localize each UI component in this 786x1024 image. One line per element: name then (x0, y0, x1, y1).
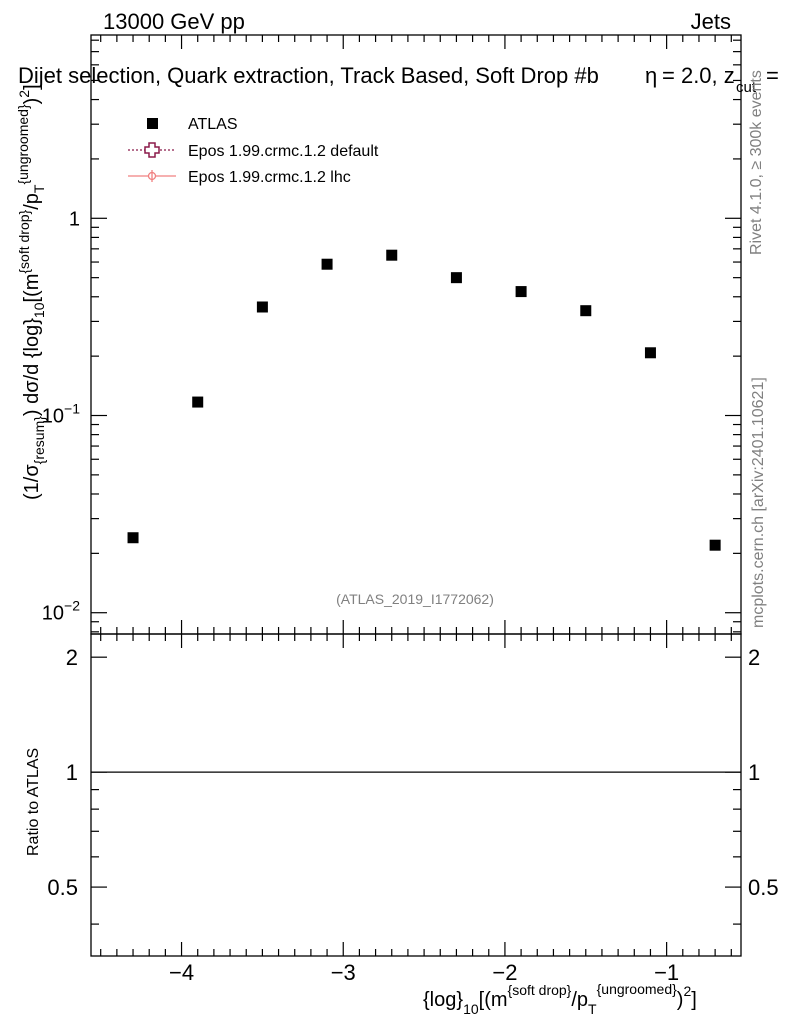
y-axis-label-main: (1/σ{resum}) dσ/d {log}10[(m{soft drop}/… (15, 84, 47, 500)
ratio-plot-frame (90, 633, 742, 957)
x-tick-labels: −4 −3 −2 −1 (169, 960, 679, 985)
y-tick-label-main: 1 (69, 208, 80, 230)
y-tick-label-main: 10−1 (42, 401, 80, 428)
data-point-atlas (386, 249, 398, 261)
plot-title-right: = 2.0, z (662, 63, 735, 88)
legend: ATLAS Epos 1.99.crmc.1.2 default Epos 1.… (128, 116, 379, 186)
plot-title-end: = (766, 63, 779, 88)
data-point-atlas (256, 301, 268, 313)
data-point-atlas (580, 305, 592, 317)
data-point-atlas (450, 272, 462, 284)
svg-text:{log}10[(m{soft drop}/pT{ungro: {log}10[(m{soft drop}/pT{ungroomed})2] (423, 981, 697, 1017)
y-tick-label-ratio-left: 1 (66, 760, 78, 785)
legend-label-atlas: ATLAS (188, 116, 238, 133)
data-point-atlas (515, 286, 527, 298)
data-point-atlas (127, 532, 139, 544)
plot-title-eta: η (645, 63, 657, 88)
x-tick-label: −1 (654, 960, 679, 985)
y-tick-label-ratio-right: 0.5 (748, 875, 779, 900)
beam-label: 13000 GeV pp (103, 9, 245, 34)
data-point-atlas (192, 396, 204, 408)
axis-ticks (91, 35, 741, 956)
analysis-watermark: (ATLAS_2019_I1772062) (336, 591, 494, 607)
y-tick-label-main: 10−2 (42, 598, 80, 625)
x-tick-label: −2 (492, 960, 517, 985)
legend-marker-epos-default (144, 142, 160, 158)
y-tick-label-ratio-left: 2 (66, 645, 78, 670)
data-point-atlas (644, 347, 656, 359)
x-axis-label: {log}10[(m{soft drop}/pT{ungroomed})2] (423, 981, 697, 1017)
legend-label-epos-default: Epos 1.99.crmc.1.2 default (188, 143, 379, 160)
data-point-atlas (709, 539, 721, 551)
y-tick-label-ratio-right: 2 (748, 645, 760, 670)
y-axis-label-ratio: Ratio to ATLAS (25, 748, 42, 856)
svg-text:(1/σ{resum}) dσ/d {log}10[(m{s: (1/σ{resum}) dσ/d {log}10[(m{soft drop}/… (15, 84, 47, 500)
legend-label-epos-lhc: Epos 1.99.crmc.1.2 lhc (188, 169, 351, 186)
y-tick-label-ratio-right: 1 (748, 760, 760, 785)
x-tick-label: −4 (169, 960, 194, 985)
y-tick-label-ratio-left: 0.5 (47, 875, 78, 900)
mcplots-label: mcplots.cern.ch [arXiv:2401.10621] (750, 377, 767, 628)
atlas-data-points (127, 249, 721, 551)
data-point-atlas (321, 258, 333, 270)
rivet-label: Rivet 4.1.0, ≥ 300k events (748, 70, 765, 255)
legend-marker-atlas (147, 118, 158, 129)
analysis-tag: Jets (691, 9, 731, 34)
plot-title: Dijet selection, Quark extraction, Track… (18, 63, 599, 88)
y-tick-labels: 1 10−1 10−2 2 2 1 1 0.5 0.5 (42, 208, 779, 900)
x-tick-label: −3 (331, 960, 356, 985)
